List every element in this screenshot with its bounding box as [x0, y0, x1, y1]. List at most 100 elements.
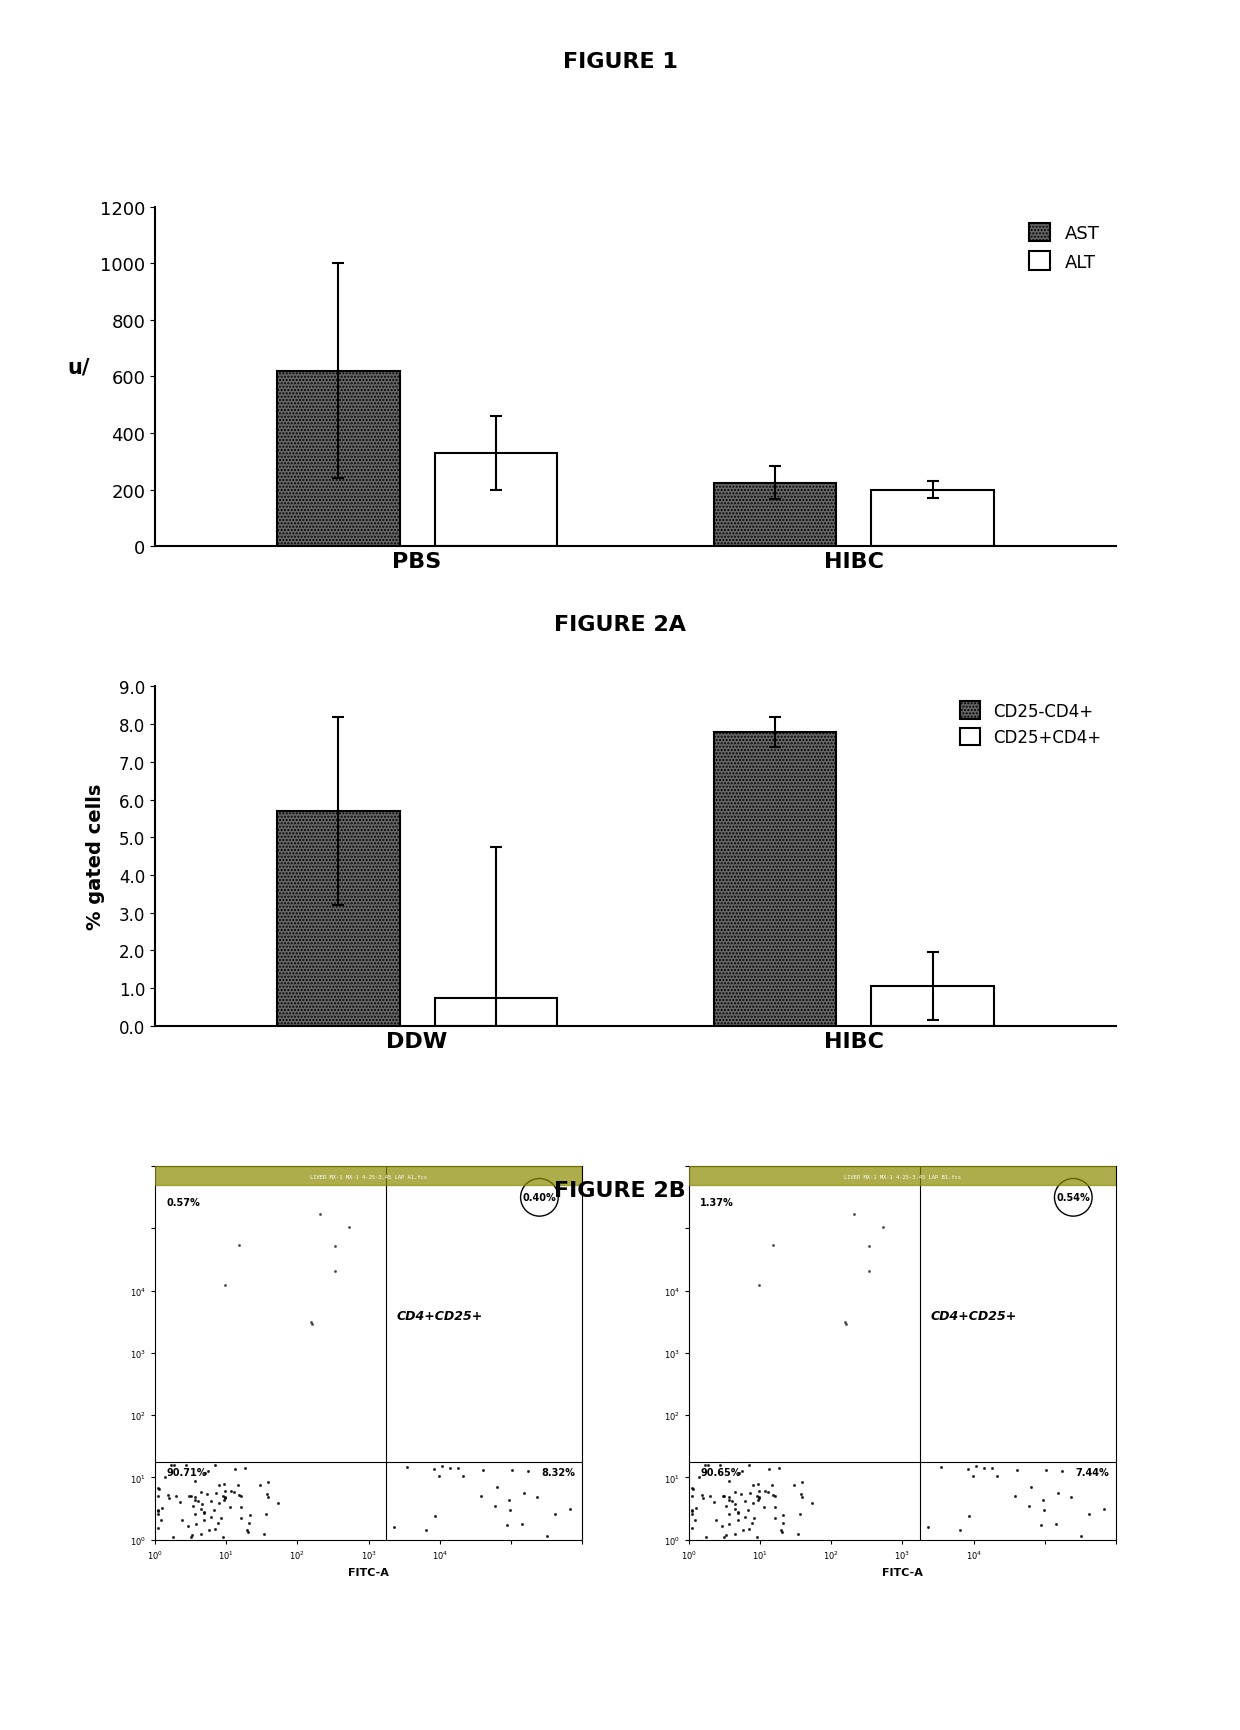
Point: [694, 1451, 714, 1479]
Point: [232, 1493, 252, 1521]
Point: [237, 1515, 257, 1543]
Point: [206, 1479, 226, 1507]
Point: [210, 1490, 229, 1517]
Point: [835, 1308, 854, 1336]
Point: [1048, 1479, 1068, 1507]
Point: [698, 1451, 718, 1479]
Point: [714, 1524, 734, 1552]
Point: [931, 1453, 951, 1481]
Point: [179, 1483, 198, 1510]
Point: [963, 1462, 983, 1490]
Point: [1006, 1483, 1025, 1510]
Point: [739, 1515, 759, 1543]
Point: [975, 1455, 994, 1483]
Point: [1094, 1496, 1114, 1524]
Point: [682, 1500, 702, 1528]
Point: [193, 1507, 213, 1535]
Point: [213, 1522, 233, 1550]
Point: [453, 1462, 472, 1490]
Point: [213, 1483, 233, 1510]
Point: [950, 1517, 970, 1545]
Point: [258, 1483, 278, 1510]
Point: [719, 1500, 739, 1528]
Point: [512, 1510, 532, 1538]
Point: [182, 1493, 202, 1521]
Point: [325, 1258, 345, 1285]
Text: 0.54%: 0.54%: [1056, 1192, 1090, 1202]
Point: [201, 1503, 221, 1531]
Point: [774, 1502, 794, 1529]
Point: [193, 1498, 213, 1526]
Point: [160, 1484, 180, 1512]
Point: [714, 1483, 734, 1510]
Point: [513, 1479, 533, 1507]
Point: [755, 1477, 775, 1505]
Point: [191, 1521, 211, 1548]
Point: [310, 1201, 330, 1228]
Point: [732, 1481, 751, 1509]
Point: [748, 1486, 768, 1514]
Point: [728, 1507, 748, 1535]
Point: [229, 1232, 249, 1259]
Point: [148, 1496, 167, 1524]
Point: [268, 1490, 288, 1517]
Point: [487, 1474, 507, 1502]
Point: [151, 1493, 171, 1521]
Point: [257, 1500, 277, 1528]
Point: [148, 1474, 167, 1502]
Point: [749, 1484, 769, 1512]
Point: [231, 1483, 250, 1510]
Bar: [155, 1166, 582, 1185]
Point: [560, 1496, 580, 1524]
Point: [792, 1469, 812, 1496]
Y-axis label: % gated cells: % gated cells: [86, 784, 105, 929]
Text: CD4+CD25+: CD4+CD25+: [930, 1310, 1017, 1322]
Point: [957, 1455, 977, 1483]
Point: [1035, 1457, 1055, 1484]
Bar: [434, 998, 557, 1026]
Point: [471, 1483, 491, 1510]
Point: [186, 1486, 206, 1514]
Bar: [714, 483, 837, 547]
Point: [765, 1483, 785, 1510]
Point: [258, 1469, 278, 1496]
Point: [254, 1521, 274, 1548]
Point: [748, 1470, 768, 1498]
Point: [148, 1498, 167, 1526]
Point: [739, 1451, 759, 1479]
Point: [448, 1453, 467, 1481]
Text: 0.40%: 0.40%: [522, 1192, 557, 1202]
Point: [192, 1490, 212, 1517]
Text: 0.57%: 0.57%: [166, 1197, 200, 1208]
Point: [250, 1470, 270, 1498]
Point: [432, 1451, 451, 1479]
Point: [743, 1472, 763, 1500]
Point: [859, 1258, 879, 1285]
Point: [712, 1512, 732, 1540]
Text: CD4+CD25+: CD4+CD25+: [397, 1310, 482, 1322]
Point: [754, 1493, 774, 1521]
Point: [1079, 1500, 1099, 1528]
Legend: CD25-CD4+, CD25+CD4+: CD25-CD4+, CD25+CD4+: [952, 695, 1107, 753]
Point: [384, 1514, 404, 1541]
Point: [161, 1451, 181, 1479]
Point: [546, 1500, 565, 1528]
Point: [682, 1515, 702, 1543]
Point: [429, 1462, 449, 1490]
Point: [502, 1457, 522, 1484]
Point: [500, 1496, 520, 1524]
Point: [1034, 1496, 1054, 1524]
Point: [686, 1493, 706, 1521]
Point: [791, 1481, 811, 1509]
Point: [693, 1484, 713, 1512]
Point: [728, 1500, 748, 1528]
Text: FIGURE 1: FIGURE 1: [563, 52, 677, 73]
Point: [232, 1505, 252, 1533]
Point: [771, 1519, 791, 1547]
Point: [706, 1507, 725, 1535]
Point: [186, 1467, 206, 1495]
Point: [697, 1524, 717, 1552]
Point: [733, 1515, 753, 1543]
Point: [215, 1272, 234, 1299]
Point: [769, 1453, 789, 1481]
